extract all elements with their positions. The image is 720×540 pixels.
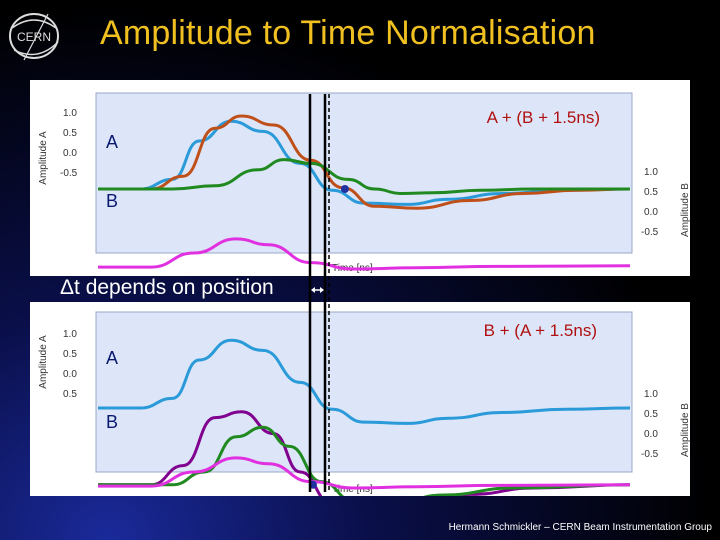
right-tick-label: 0.5 — [644, 409, 658, 420]
series-line-a — [98, 338, 631, 425]
zero-crossing-marker — [308, 480, 317, 489]
left-tick-label: 0.5 — [63, 389, 77, 400]
zero-crossing-marker — [340, 185, 349, 193]
y-axis-label-right: Amplitude B — [680, 403, 690, 457]
delta-t-arrowhead-left — [311, 287, 315, 293]
chart-bottom: Amplitude A Amplitude B 1.0 0.5 0.0 0.5 … — [38, 311, 691, 516]
chart-title: A + (B + 1.5ns) — [487, 108, 600, 127]
footer-credit: Hermann Schmickler – CERN Beam Instrumen… — [448, 522, 712, 533]
trace-label-b: B — [106, 412, 118, 432]
plot-area — [95, 92, 633, 254]
plot-area — [95, 311, 633, 473]
cern-logo: CERN — [9, 13, 59, 61]
series-line-a-b-1-5ns- — [98, 114, 631, 210]
delta-t-arrowhead-right — [320, 287, 324, 293]
right-tick-label: -0.5 — [641, 449, 659, 460]
left-tick-label: -0.5 — [60, 168, 78, 179]
chart-panel-bottom: Amplitude A Amplitude B 1.0 0.5 0.0 0.5 … — [30, 302, 691, 516]
slide-title: Amplitude to Time Normalisation — [100, 14, 596, 52]
series-line-b-a-1-5ns- — [98, 410, 631, 516]
right-tick-label: -0.5 — [641, 227, 659, 238]
right-tick-label: 0.0 — [644, 207, 658, 218]
chart-title: B + (A + 1.5ns) — [484, 321, 597, 340]
y-axis-label-left: Amplitude A — [38, 335, 49, 389]
left-tick-label: 0.0 — [63, 148, 77, 159]
series-line-b — [98, 456, 631, 490]
y-axis-label-right: Amplitude B — [680, 183, 690, 237]
y-axis-label-left: Amplitude A — [38, 131, 49, 185]
left-tick-label: 1.0 — [63, 108, 77, 119]
right-tick-label: 1.0 — [644, 389, 658, 400]
logo-text: CERN — [17, 30, 51, 44]
trace-label-a: A — [106, 348, 118, 368]
right-tick-label: 1.0 — [644, 167, 658, 178]
left-tick-label: 0.5 — [63, 128, 77, 139]
chart-panel-top: Amplitude A Amplitude B 1.0 0.5 0.0 -0.5… — [30, 80, 691, 276]
delta-t-label: Δt depends on position — [60, 276, 274, 299]
trace-label-b: B — [106, 191, 118, 211]
left-tick-label: 0.0 — [63, 369, 77, 380]
left-tick-label: 1.0 — [63, 329, 77, 340]
series-line-b-1-5ns — [98, 158, 630, 196]
right-tick-label: 0.5 — [644, 187, 658, 198]
chart-top: Amplitude A Amplitude B 1.0 0.5 0.0 -0.5… — [38, 92, 691, 274]
trace-label-a: A — [106, 132, 118, 152]
left-tick-label: 0.5 — [63, 349, 77, 360]
right-tick-label: 0.0 — [644, 429, 658, 440]
series-line-b — [98, 237, 631, 271]
x-axis-label: Time [ns] — [332, 484, 373, 495]
